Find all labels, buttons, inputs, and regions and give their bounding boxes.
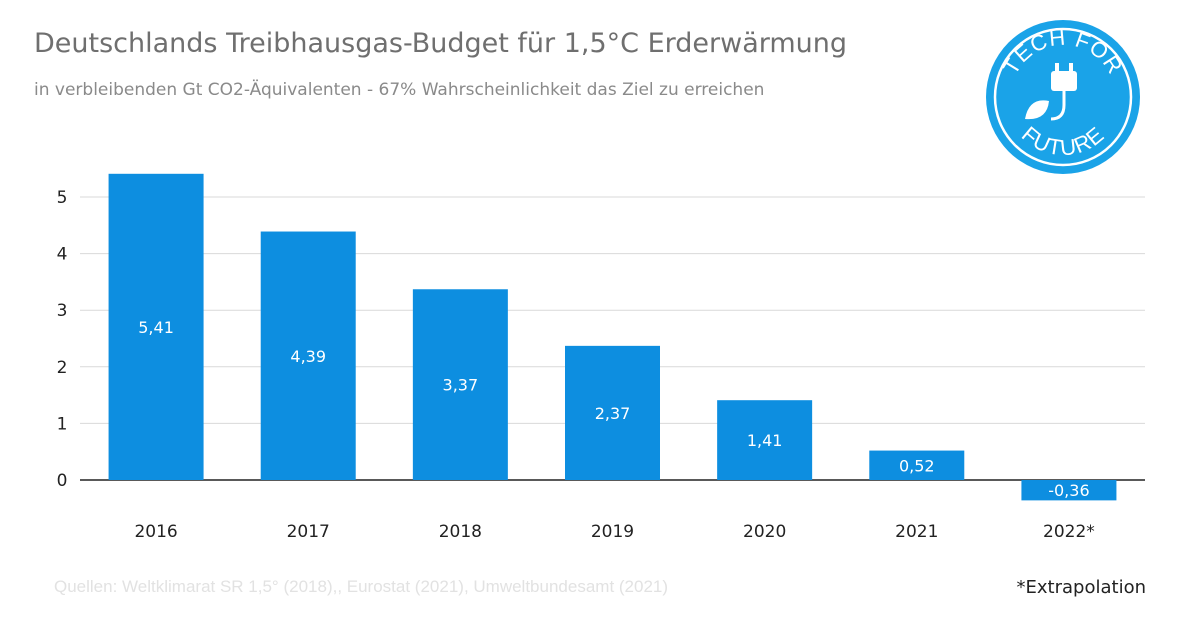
bar-2016 (108, 173, 204, 480)
y-tick-label: 2 (57, 358, 68, 378)
bar-2019 (565, 345, 660, 480)
y-tick-label: 3 (57, 301, 68, 321)
chart-subtitle: in verbleibenden Gt CO2-Äquivalenten - 6… (34, 80, 765, 100)
bar-2020 (717, 400, 813, 480)
y-tick-label: 4 (57, 245, 68, 265)
y-tick-label: 5 (57, 188, 68, 208)
data-label: 3,37 (443, 376, 479, 395)
x-tick-label: 2019 (591, 522, 634, 542)
y-tick-label: 1 (57, 414, 68, 434)
x-tick-label: 2016 (134, 522, 177, 542)
data-label: 0,52 (899, 456, 935, 475)
data-label: 2,37 (595, 404, 631, 423)
bar-2022 (1021, 480, 1117, 501)
source-note: Quellen: Weltklimarat SR 1,5° (2018),, E… (54, 577, 669, 596)
bar-2017 (260, 231, 356, 480)
chart-title: Deutschlands Treibhausgas-Budget für 1,5… (34, 28, 848, 59)
y-tick-label: 0 (57, 471, 68, 491)
data-label: 4,39 (290, 347, 326, 366)
data-label: 1,41 (747, 431, 783, 450)
x-tick-label: 2017 (287, 522, 330, 542)
x-tick-label: 2018 (439, 522, 482, 542)
bar-2018 (412, 289, 508, 480)
footnote: *Extrapolation (1016, 577, 1146, 598)
x-tick-label: 2022* (1043, 522, 1095, 542)
x-tick-label: 2020 (743, 522, 786, 542)
tech-for-future-logo: TECH FOR FUTURE (986, 20, 1140, 174)
data-label: 5,41 (138, 318, 174, 337)
plug-leaf-icon (1025, 63, 1077, 121)
bar-2021 (869, 450, 965, 480)
data-label: -0,36 (1048, 481, 1089, 500)
x-tick-label: 2021 (895, 522, 938, 542)
